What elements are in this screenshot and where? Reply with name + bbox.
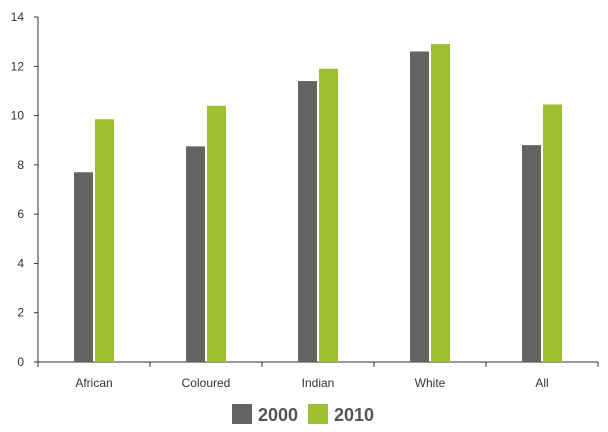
x-tick-label: All (535, 376, 548, 390)
x-tick-label: Indian (302, 376, 335, 390)
x-tick-label: African (75, 376, 112, 390)
y-tick-label: 10 (11, 109, 25, 123)
x-tick-label: Coloured (182, 376, 231, 390)
x-axis: African Coloured Indian White All (37, 361, 599, 390)
bar-2010-african (95, 119, 114, 363)
y-tick-label: 12 (11, 59, 25, 73)
bar-2000-coloured (186, 146, 205, 362)
bar-2000-all (522, 145, 541, 362)
y-tick-label: 14 (11, 10, 25, 24)
legend-item-2000: 2000 (232, 404, 298, 425)
legend-swatch (232, 404, 252, 424)
legend-item-2010: 2010 (308, 404, 374, 425)
legend-label: 2000 (258, 405, 298, 425)
bar-2010-white (431, 44, 450, 362)
bar-2000-indian (298, 81, 317, 363)
bars (74, 44, 562, 363)
legend-swatch (308, 404, 328, 424)
bar-2000-african (74, 172, 93, 362)
y-tick-label: 0 (17, 355, 24, 369)
y-axis: 0 2 4 6 8 10 12 14 (11, 10, 39, 369)
bar-2010-all (543, 104, 562, 362)
bar-2000-white (410, 51, 429, 362)
y-tick-label: 4 (17, 256, 24, 270)
bar-2010-indian (319, 68, 338, 362)
y-tick-label: 6 (17, 207, 24, 221)
y-tick-label: 2 (17, 306, 24, 320)
legend-label: 2010 (334, 405, 374, 425)
legend: 2000 2010 (232, 404, 374, 425)
x-tick-label: White (415, 376, 446, 390)
y-tick-label: 8 (17, 158, 24, 172)
bar-2010-coloured (207, 105, 226, 362)
